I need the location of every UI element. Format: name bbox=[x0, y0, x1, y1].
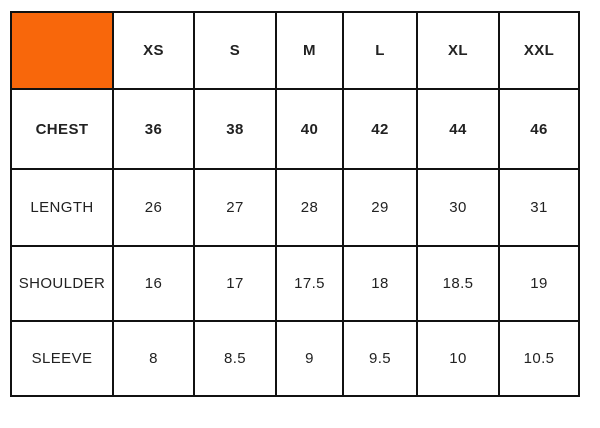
header-cell-xl: XL bbox=[416, 11, 500, 90]
header-row: XS S M L XL XXL bbox=[10, 11, 580, 90]
table-cell: 29 bbox=[342, 168, 418, 247]
table-cell: 8.5 bbox=[193, 320, 277, 397]
header-cell-xxl: XXL bbox=[498, 11, 580, 90]
size-chart: XS S M L XL XXL CHEST 36 38 40 42 44 46 … bbox=[10, 11, 580, 397]
table-cell: 8 bbox=[112, 320, 195, 397]
table-row-shoulder: SHOULDER 16 17 17.5 18 18.5 19 bbox=[10, 245, 580, 322]
table-cell: 10 bbox=[416, 320, 500, 397]
row-label-sleeve: SLEEVE bbox=[10, 320, 114, 397]
table-cell: 30 bbox=[416, 168, 500, 247]
table-cell: 17.5 bbox=[275, 245, 344, 322]
row-label-shoulder: SHOULDER bbox=[10, 245, 114, 322]
table-cell: 16 bbox=[112, 245, 195, 322]
table-cell: 18.5 bbox=[416, 245, 500, 322]
table-cell: 28 bbox=[275, 168, 344, 247]
table-cell: 10.5 bbox=[498, 320, 580, 397]
table-cell: 9.5 bbox=[342, 320, 418, 397]
table-cell: 26 bbox=[112, 168, 195, 247]
table-cell: 42 bbox=[342, 88, 418, 170]
table-row-length: LENGTH 26 27 28 29 30 31 bbox=[10, 168, 580, 247]
table-cell: 40 bbox=[275, 88, 344, 170]
header-cell-l: L bbox=[342, 11, 418, 90]
table-cell: 27 bbox=[193, 168, 277, 247]
table-cell: 38 bbox=[193, 88, 277, 170]
header-cell-xs: XS bbox=[112, 11, 195, 90]
table-cell: 19 bbox=[498, 245, 580, 322]
table-cell: 18 bbox=[342, 245, 418, 322]
table-row-sleeve: SLEEVE 8 8.5 9 9.5 10 10.5 bbox=[10, 320, 580, 397]
table-cell: 17 bbox=[193, 245, 277, 322]
table-cell: 46 bbox=[498, 88, 580, 170]
table-cell: 31 bbox=[498, 168, 580, 247]
table-cell: 9 bbox=[275, 320, 344, 397]
header-cell-s: S bbox=[193, 11, 277, 90]
header-cell-m: M bbox=[275, 11, 344, 90]
table-cell: 44 bbox=[416, 88, 500, 170]
size-chart-table: XS S M L XL XXL CHEST 36 38 40 42 44 46 … bbox=[10, 11, 580, 397]
row-label-length: LENGTH bbox=[10, 168, 114, 247]
table-cell: 36 bbox=[112, 88, 195, 170]
table-row-chest: CHEST 36 38 40 42 44 46 bbox=[10, 88, 580, 170]
orange-swatch-cell bbox=[10, 11, 114, 90]
row-label-chest: CHEST bbox=[10, 88, 114, 170]
